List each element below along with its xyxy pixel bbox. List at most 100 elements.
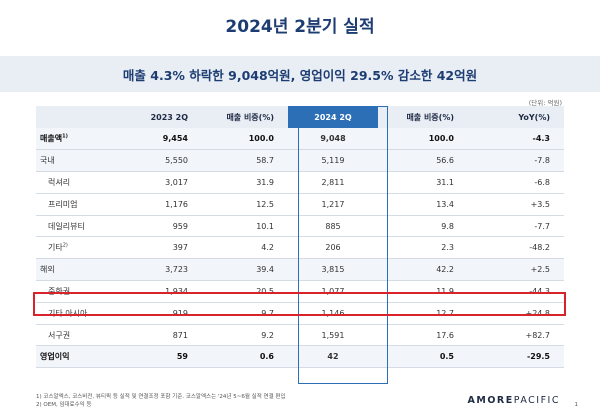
table-cell: +2.5 <box>468 258 564 282</box>
page-number: 1 <box>574 402 579 408</box>
table-cell: -4.3 <box>468 128 564 151</box>
table-row: 프리미엄 1,176 12.5 1,217 13.4 +3.5 <box>36 193 564 216</box>
table-row: 럭셔리 3,017 31.9 2,811 31.1 -6.8 <box>36 171 564 194</box>
row-label: 해외 <box>36 258 128 282</box>
table-cell: -29.5 <box>468 345 564 369</box>
table-cell: 100.0 <box>202 128 288 151</box>
table-cell: 9,048 <box>288 128 378 151</box>
row-label: 서구권 <box>36 324 128 347</box>
table-cell: -7.7 <box>468 215 564 238</box>
financial-table: 2023 2Q 매출 비중(%) 2024 2Q 매출 비중(%) YoY(%)… <box>36 106 564 369</box>
table-cell: 42 <box>288 345 378 369</box>
table-cell: 1,077 <box>288 280 378 303</box>
table-cell: 31.9 <box>202 171 288 194</box>
row-label-text: 데일리뷰티 <box>48 221 85 231</box>
row-label: 국내 <box>36 149 128 173</box>
logo-part1: AMORE <box>467 395 514 406</box>
table-cell: 1,176 <box>128 193 202 216</box>
table-cell: 3,017 <box>128 171 202 194</box>
table-cell: 42.2 <box>378 258 468 282</box>
table-cell: 12.7 <box>378 302 468 325</box>
table-cell: +82.7 <box>468 324 564 347</box>
subtitle-text: 매출 4.3% 하락한 9,048억원, 영업이익 29.5% 감소한 42억원 <box>122 67 478 83</box>
table-row: 영업이익 59 0.6 42 0.5 -29.5 <box>36 345 564 369</box>
table-header-row: 2023 2Q 매출 비중(%) 2024 2Q 매출 비중(%) YoY(%) <box>36 106 564 128</box>
table-row: 기타2) 397 4.2 206 2.3 -48.2 <box>36 236 564 260</box>
row-label-text: 해외 <box>40 265 55 275</box>
table-cell: 9.8 <box>378 215 468 238</box>
row-label: 기타2) <box>36 236 128 260</box>
row-label-text: 프리미엄 <box>48 199 78 209</box>
header-yoy: YoY(%) <box>468 106 564 128</box>
table-row: 국내 5,550 58.7 5,119 56.6 -7.8 <box>36 149 564 173</box>
header-share-2024: 매출 비중(%) <box>378 106 468 128</box>
table-row: 매출액1) 9,454 100.0 9,048 100.0 -4.3 <box>36 128 564 151</box>
table-cell: +24.8 <box>468 302 564 325</box>
row-label-text: 기타 <box>48 243 63 253</box>
row-label: 데일리뷰티 <box>36 215 128 238</box>
row-label-text: 매출액 <box>40 134 63 144</box>
table-cell: 13.4 <box>378 193 468 216</box>
table-cell: 959 <box>128 215 202 238</box>
table-cell: 5,119 <box>288 149 378 173</box>
table-cell: 1,934 <box>128 280 202 303</box>
table-cell: 12.5 <box>202 193 288 216</box>
table-cell: 9.2 <box>202 324 288 347</box>
table-cell: 4.2 <box>202 236 288 260</box>
table-cell: 3,815 <box>288 258 378 282</box>
table-cell: 206 <box>288 236 378 260</box>
row-label-text: 국내 <box>40 156 55 166</box>
table-cell: 2,811 <box>288 171 378 194</box>
table-row: 중화권 1,934 20.5 1,077 11.9 -44.3 <box>36 280 564 303</box>
table-cell: 20.5 <box>202 280 288 303</box>
table-cell: -48.2 <box>468 236 564 260</box>
table-cell: 3,723 <box>128 258 202 282</box>
table-cell: 100.0 <box>378 128 468 151</box>
company-logo: AMOREPACIFIC <box>468 395 560 406</box>
table-cell: 5,550 <box>128 149 202 173</box>
row-label: 기타 아시아 <box>36 302 128 325</box>
header-2023-2q: 2023 2Q <box>128 106 202 128</box>
unit-label: (단위: 억원) <box>528 99 562 107</box>
row-label-text: 기타 아시아 <box>48 308 88 318</box>
row-label-text: 럭셔리 <box>48 177 71 187</box>
table-cell: 39.4 <box>202 258 288 282</box>
footnote-marker: 2) <box>62 242 68 249</box>
table-cell: 397 <box>128 236 202 260</box>
row-label: 영업이익 <box>36 345 128 369</box>
footnote-1: 1) 코스알엑스, 코스비전, 뷰티퀵 등 실적 및 연결조정 포함 기준. 코… <box>36 394 286 400</box>
row-label: 중화권 <box>36 280 128 303</box>
table-cell: 17.6 <box>378 324 468 347</box>
row-label: 매출액1) <box>36 128 128 151</box>
table-cell: 0.6 <box>202 345 288 369</box>
table-cell: 58.7 <box>202 149 288 173</box>
logo-part2: PACIFIC <box>513 395 560 406</box>
table-cell: -44.3 <box>468 280 564 303</box>
table-cell: 56.6 <box>378 149 468 173</box>
table-row: 데일리뷰티 959 10.1 885 9.8 -7.7 <box>36 215 564 238</box>
table-cell: 9.7 <box>202 302 288 325</box>
table-cell: 9,454 <box>128 128 202 151</box>
row-label-text: 중화권 <box>48 286 71 296</box>
header-label <box>36 106 128 128</box>
table-cell: 31.1 <box>378 171 468 194</box>
table-cell: 1,591 <box>288 324 378 347</box>
footnotes: 1) 코스알엑스, 코스비전, 뷰티퀵 등 실적 및 연결조정 포함 기준. 코… <box>36 393 286 409</box>
table-cell: -6.8 <box>468 171 564 194</box>
header-share-2023: 매출 비중(%) <box>202 106 288 128</box>
table-cell: 1,217 <box>288 193 378 216</box>
table-cell: 11.9 <box>378 280 468 303</box>
table-cell: +3.5 <box>468 193 564 216</box>
table-cell: 871 <box>128 324 202 347</box>
table-cell: 59 <box>128 345 202 369</box>
header-2024-2q: 2024 2Q <box>288 106 378 128</box>
table-cell: 10.1 <box>202 215 288 238</box>
row-label: 럭셔리 <box>36 171 128 194</box>
table-row: 기타 아시아 919 9.7 1,146 12.7 +24.8 <box>36 302 564 325</box>
table-cell: 885 <box>288 215 378 238</box>
row-label-text: 서구권 <box>48 330 71 340</box>
table-row: 해외 3,723 39.4 3,815 42.2 +2.5 <box>36 258 564 282</box>
footnote-marker: 1) <box>62 133 68 140</box>
table-cell: 1,146 <box>288 302 378 325</box>
table-cell: 2.3 <box>378 236 468 260</box>
